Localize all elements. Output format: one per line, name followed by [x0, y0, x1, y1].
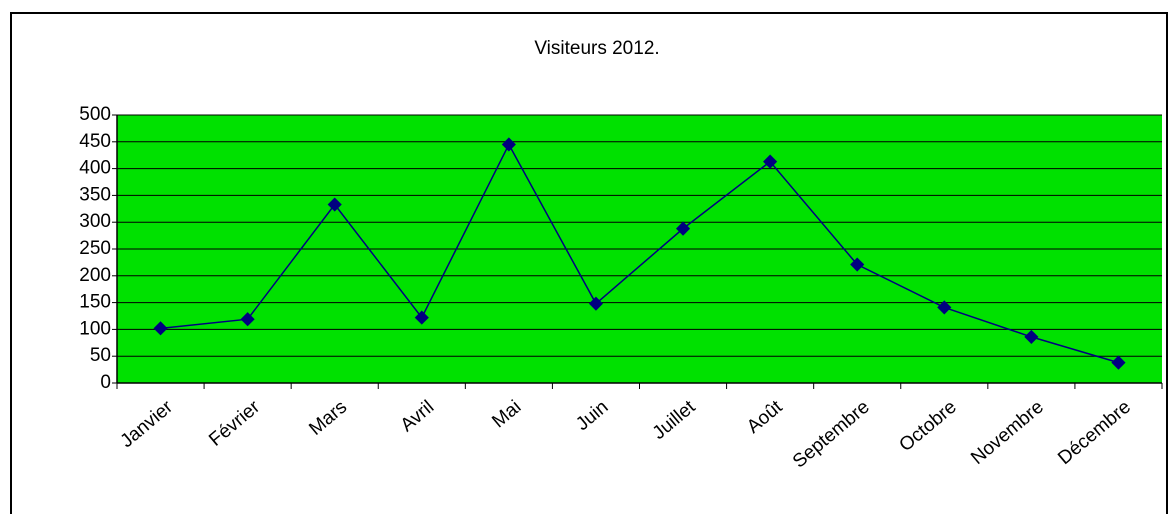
marker — [1024, 329, 1039, 344]
marker — [675, 221, 691, 236]
marker — [501, 137, 516, 152]
y-tick-label: 350 — [79, 184, 111, 205]
marker — [588, 296, 604, 311]
marker — [240, 312, 255, 327]
marker — [153, 321, 168, 336]
y-tick-label: 100 — [79, 318, 111, 339]
y-tick-label: 50 — [90, 345, 111, 366]
marker — [763, 154, 778, 169]
y-tick-label: 300 — [79, 211, 111, 232]
y-tick-label: 500 — [79, 104, 111, 125]
y-tick-label: 150 — [79, 292, 111, 313]
chart-title: Visiteurs 2012. — [534, 38, 659, 59]
y-tick-label: 200 — [79, 265, 111, 286]
marker — [327, 197, 342, 212]
marker — [1111, 355, 1126, 370]
y-tick-label: 250 — [79, 238, 111, 259]
y-tick-label: 0 — [100, 372, 111, 393]
marker — [414, 310, 429, 325]
y-tick-label: 400 — [79, 158, 111, 179]
marker — [937, 300, 952, 315]
y-tick-label: 450 — [79, 131, 111, 152]
line — [160, 142, 1119, 364]
marker — [850, 257, 865, 272]
